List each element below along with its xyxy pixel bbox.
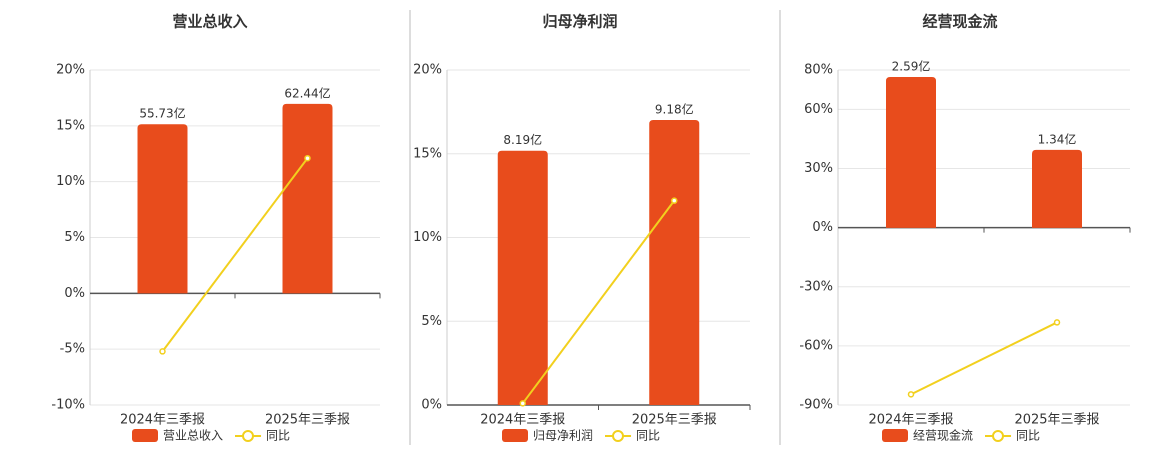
bar	[649, 119, 700, 406]
y-tick-label: -10%	[51, 398, 85, 413]
line-marker	[907, 391, 915, 398]
value-label: 2.59亿	[892, 58, 931, 73]
value-label: 62.44亿	[284, 85, 330, 100]
legend-label: 经营现金流	[913, 428, 973, 443]
line-marker	[519, 400, 526, 407]
legend-label: 营业总收入	[163, 429, 223, 443]
legend-label: 同比	[266, 429, 290, 443]
line	[161, 157, 309, 353]
bar	[137, 124, 188, 294]
line-marker	[159, 348, 166, 355]
legend-label: 归母净利润	[533, 429, 593, 443]
legend-label: 同比	[1016, 429, 1040, 443]
x-tick-label: 2025年三季报	[1014, 413, 1099, 428]
line	[521, 200, 676, 404]
y-tick-label: 10%	[413, 230, 442, 245]
y-tick-label: 5%	[421, 314, 442, 329]
x-tick-label: 2024年三季报	[480, 413, 565, 428]
y-tick-label: 60%	[804, 102, 833, 117]
value-label: 1.34亿	[1038, 131, 1077, 146]
y-tick-label: 15%	[56, 118, 85, 133]
legend-marker	[242, 430, 254, 442]
legend-marker	[612, 430, 624, 442]
legend-swatch	[132, 429, 158, 442]
y-tick-label: 0%	[421, 398, 442, 413]
y-tick-label: -60%	[799, 338, 833, 353]
line-marker	[671, 197, 678, 204]
y-tick-label: -5%	[60, 342, 85, 357]
x-tick-label: 2024年三季报	[868, 413, 953, 428]
legend-label: 同比	[636, 429, 660, 443]
line-marker	[1053, 319, 1061, 326]
x-tick-label: 2025年三季报	[632, 413, 717, 428]
y-tick-label: 30%	[804, 161, 833, 176]
y-tick-label: 80%	[804, 63, 833, 78]
chart-title: 营业总收入	[172, 13, 247, 31]
legend-swatch	[882, 429, 908, 442]
y-tick-label: 5%	[64, 230, 85, 245]
bar	[886, 76, 936, 228]
y-tick-label: 10%	[56, 174, 85, 189]
x-tick-label: 2025年三季报	[265, 413, 350, 428]
line	[910, 321, 1058, 396]
y-tick-label: 0%	[64, 286, 85, 301]
value-label: 55.73亿	[139, 106, 185, 121]
chart-title: 经营现金流	[922, 13, 997, 31]
legend-marker	[992, 430, 1004, 442]
y-tick-label: 20%	[413, 63, 442, 78]
x-tick-label: 2024年三季报	[120, 413, 205, 428]
legend-swatch	[502, 429, 528, 442]
value-label: 9.18亿	[655, 101, 694, 116]
value-label: 8.19亿	[503, 132, 542, 147]
y-tick-label: 0%	[812, 220, 833, 235]
bar	[1032, 149, 1082, 228]
chart-title: 归母净利润	[542, 13, 617, 31]
line-marker	[304, 154, 311, 162]
y-tick-label: 15%	[413, 146, 442, 161]
bar	[497, 150, 548, 405]
y-tick-label: -30%	[799, 279, 833, 294]
y-tick-label: -90%	[799, 398, 833, 413]
bar	[282, 103, 333, 294]
y-tick-label: 20%	[56, 63, 85, 78]
